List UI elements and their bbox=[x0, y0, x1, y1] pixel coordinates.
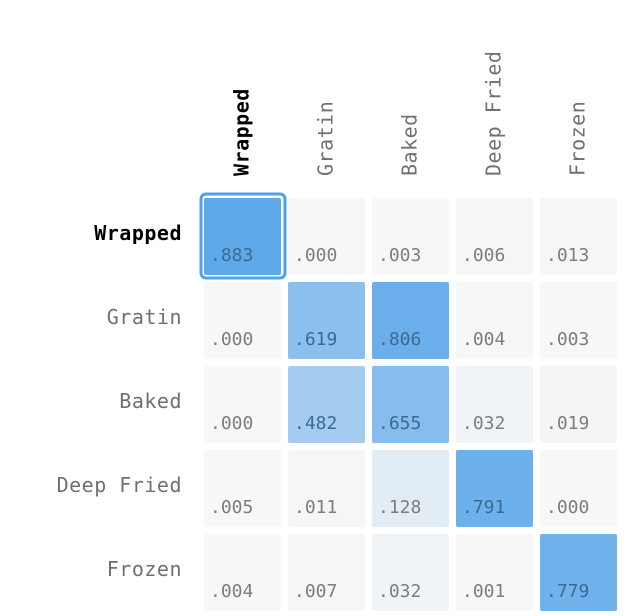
cell-value: .655 bbox=[378, 413, 421, 434]
cell-deep-fried-wrapped bbox=[204, 450, 281, 527]
cell-gratin-deep-fried bbox=[456, 282, 533, 359]
cell-value: .000 bbox=[294, 245, 337, 266]
cell-frozen-frozen bbox=[540, 534, 617, 611]
cell-value: .006 bbox=[462, 245, 505, 266]
cell-value: .013 bbox=[546, 245, 589, 266]
column-labels: Wrapped Gratin Baked Deep Fried Frozen bbox=[230, 51, 590, 176]
cell-frozen-gratin bbox=[288, 534, 365, 611]
cell-value: .007 bbox=[294, 581, 337, 602]
cell-wrapped-frozen bbox=[540, 198, 617, 275]
col-label-frozen: Frozen bbox=[566, 101, 590, 176]
col-label-deep-fried: Deep Fried bbox=[482, 51, 506, 176]
row-label-gratin: Gratin bbox=[107, 305, 182, 329]
cell-value: .482 bbox=[294, 413, 337, 434]
cell-gratin-gratin bbox=[288, 282, 365, 359]
cell-deep-fried-deep-fried bbox=[456, 450, 533, 527]
cell-baked-baked bbox=[372, 366, 449, 443]
cell-gratin-wrapped bbox=[204, 282, 281, 359]
cell-gratin-frozen bbox=[540, 282, 617, 359]
cell-value: .032 bbox=[378, 581, 421, 602]
cell-value: .011 bbox=[294, 497, 337, 518]
cell-frozen-wrapped bbox=[204, 534, 281, 611]
row-label-baked: Baked bbox=[119, 389, 182, 413]
col-label-baked: Baked bbox=[398, 113, 422, 176]
row-label-deep-fried: Deep Fried bbox=[57, 473, 182, 497]
cell-value: .883 bbox=[210, 245, 253, 266]
cell-value: .032 bbox=[462, 413, 505, 434]
row-label-wrapped: Wrapped bbox=[94, 221, 182, 245]
col-label-wrapped: Wrapped bbox=[230, 88, 254, 176]
cell-values: .883 .000 .003 .006 .013 .000 .619 .806 .004 .003… bbox=[210, 245, 589, 602]
row-label-frozen: Frozen bbox=[107, 557, 182, 581]
cell-value: .004 bbox=[210, 581, 253, 602]
cell-frozen-deep-fried bbox=[456, 534, 533, 611]
cell-value: .128 bbox=[378, 497, 421, 518]
cell-value: .001 bbox=[462, 581, 505, 602]
cell-deep-fried-frozen bbox=[540, 450, 617, 527]
cell-wrapped-deep-fried bbox=[456, 198, 533, 275]
cell-baked-frozen bbox=[540, 366, 617, 443]
cell-value: .004 bbox=[462, 329, 505, 350]
cell-value: .000 bbox=[210, 413, 253, 434]
cell-frozen-baked bbox=[372, 534, 449, 611]
cell-wrapped-baked bbox=[372, 198, 449, 275]
cell-value: .000 bbox=[546, 497, 589, 518]
cell-baked-gratin bbox=[288, 366, 365, 443]
cell-baked-deep-fried bbox=[456, 366, 533, 443]
cell-value: .000 bbox=[210, 329, 253, 350]
cells bbox=[199, 192, 617, 611]
cell-value: .019 bbox=[546, 413, 589, 434]
cell-value: .003 bbox=[546, 329, 589, 350]
cell-value: .779 bbox=[546, 581, 589, 602]
col-label-gratin: Gratin bbox=[314, 101, 338, 176]
cell-value: .005 bbox=[210, 497, 253, 518]
highlight-border bbox=[199, 192, 287, 280]
cell-wrapped-gratin bbox=[288, 198, 365, 275]
row-labels: Wrapped Gratin Baked Deep Fried Frozen bbox=[57, 221, 182, 581]
cell-gratin-baked bbox=[372, 282, 449, 359]
cell-deep-fried-baked bbox=[372, 450, 449, 527]
cell-wrapped-wrapped bbox=[204, 198, 281, 275]
cell-value: .791 bbox=[462, 497, 505, 518]
cell-value: .003 bbox=[378, 245, 421, 266]
cell-baked-wrapped bbox=[204, 366, 281, 443]
cell-value: .619 bbox=[294, 329, 337, 350]
cell-value: .806 bbox=[378, 329, 421, 350]
cell-deep-fried-gratin bbox=[288, 450, 365, 527]
